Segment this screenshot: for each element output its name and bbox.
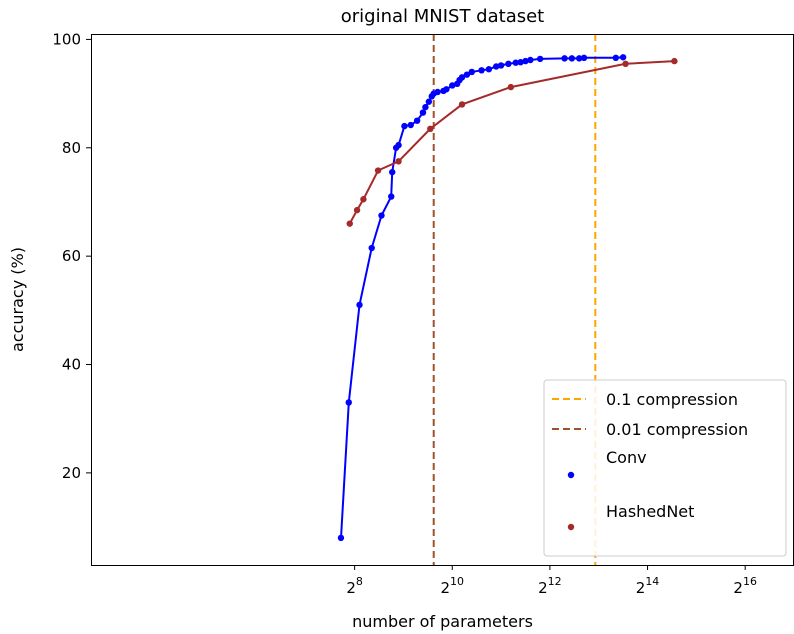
point-conv-29	[497, 62, 505, 69]
point-hashednet-1	[353, 206, 361, 214]
y-axis-ticks: 20 40 60 80 100	[52, 30, 91, 482]
point-conv-25	[468, 68, 475, 76]
point-conv-2	[356, 301, 363, 309]
x-axis-ticks: 28 210 212 214 216	[346, 565, 757, 597]
point-conv-27	[485, 66, 493, 73]
point-conv-30	[505, 60, 512, 68]
point-conv-36	[561, 55, 568, 62]
legend-label-conv: Conv	[606, 448, 647, 467]
point-hashednet-3	[374, 167, 382, 174]
point-conv-28	[493, 63, 500, 70]
point-conv-20	[449, 82, 456, 89]
point-conv-6	[389, 168, 396, 176]
point-conv-9	[401, 122, 408, 130]
point-hashednet-5	[427, 125, 434, 133]
point-conv-35	[536, 55, 544, 63]
legend-label-0-01-compression: 0.01 compression	[606, 420, 748, 439]
legend: 0.1 compression 0.01 compression Conv Hashe…	[543, 379, 787, 557]
y-tick-label-0: 20	[62, 464, 81, 482]
point-conv-1	[345, 399, 352, 406]
point-conv-40	[612, 54, 620, 62]
point-conv-3	[368, 244, 375, 252]
point-conv-31	[512, 59, 519, 66]
legend-label-0-1-compression: 0.1 compression	[606, 390, 738, 409]
y-tick-label-2: 60	[62, 247, 81, 265]
point-conv-38	[575, 55, 583, 62]
legend-label-hashednet: HashedNet	[606, 502, 694, 521]
point-hashednet-6	[458, 101, 466, 108]
point-conv-14	[425, 98, 433, 105]
point-conv-33	[522, 57, 529, 65]
point-hashednet-8	[622, 60, 629, 68]
point-conv-4	[378, 212, 385, 219]
legend-swatch-conv	[567, 471, 575, 479]
y-axis-title: accuracy (%)	[8, 247, 27, 352]
y-tick-label-1: 40	[62, 356, 81, 374]
point-hashednet-4	[395, 158, 402, 165]
x-tick-label-2: 212	[538, 575, 562, 597]
point-conv-37	[568, 55, 576, 62]
y-tick-label-4: 100	[52, 30, 81, 48]
point-conv-12	[419, 109, 427, 116]
x-tick-label-4: 216	[733, 575, 757, 597]
legend-box	[543, 379, 787, 557]
point-conv-32	[517, 58, 524, 66]
point-conv-39	[580, 54, 588, 62]
point-conv-19	[443, 86, 450, 93]
point-hashednet-7	[507, 83, 515, 91]
point-conv-11	[413, 117, 421, 124]
point-conv-23	[458, 74, 466, 81]
series-points	[337, 54, 678, 542]
series-line-hashednet	[348, 60, 675, 225]
point-conv-10	[407, 121, 414, 129]
x-axis-title: number of parameters	[352, 612, 533, 631]
point-conv-13	[422, 103, 429, 111]
point-hashednet-2	[360, 196, 367, 203]
point-hashednet-9	[671, 57, 678, 65]
point-conv-24	[463, 71, 471, 78]
point-hashednet-0	[346, 220, 353, 227]
point-conv-0	[337, 534, 345, 542]
point-conv-41	[619, 54, 627, 61]
point-conv-5	[388, 193, 395, 200]
chart-title: original MNIST dataset	[341, 6, 545, 27]
x-tick-label-0: 28	[346, 575, 363, 597]
point-conv-17	[434, 88, 441, 96]
legend-swatch-hashednet	[567, 523, 575, 531]
x-tick-label-1: 210	[440, 575, 464, 597]
point-conv-26	[478, 67, 485, 74]
point-conv-34	[527, 56, 534, 64]
y-tick-label-3: 80	[62, 139, 81, 157]
x-tick-label-3: 214	[636, 575, 660, 597]
point-conv-8	[395, 141, 402, 149]
